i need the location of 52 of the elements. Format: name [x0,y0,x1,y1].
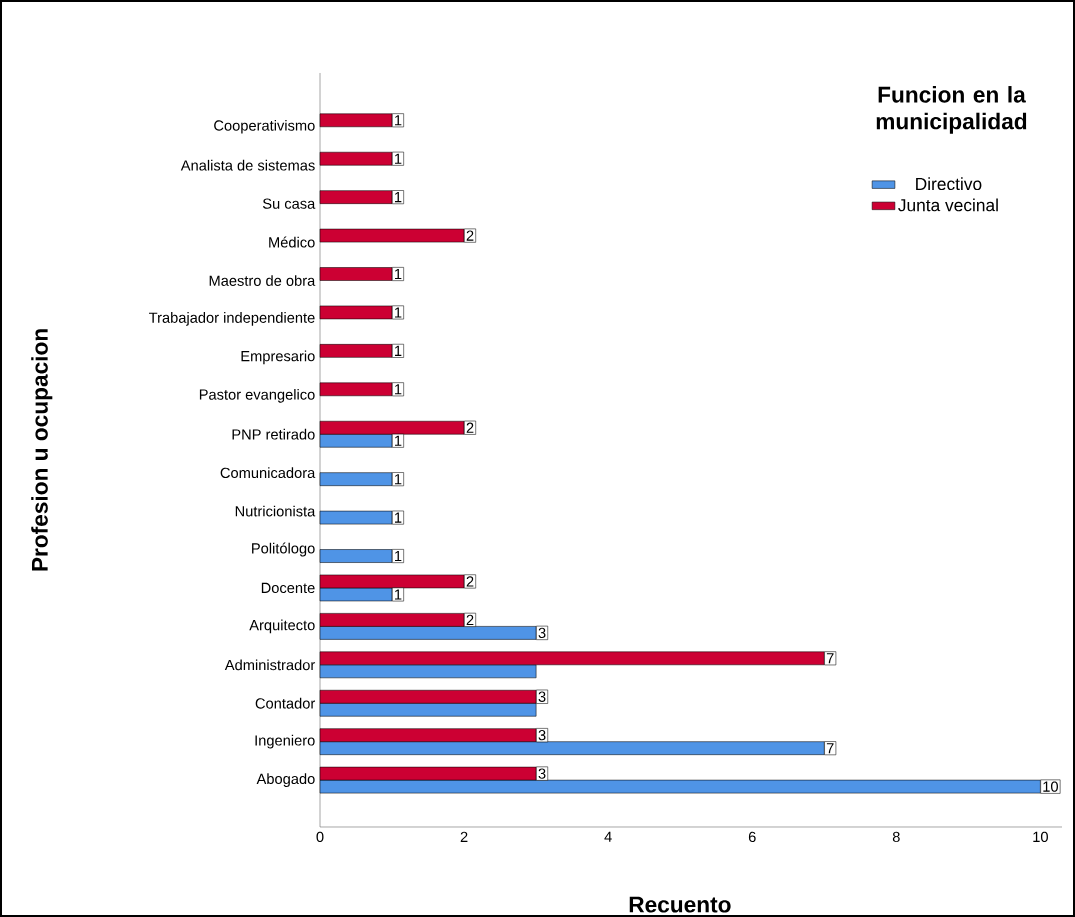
x-tick-label: 6 [748,831,756,843]
y-tick-label: Arquitecto [249,619,315,634]
x-tick-label: 10 [1033,831,1048,843]
data-label: 2 [466,230,474,241]
y-tick-label: Ingeniero [255,734,315,749]
data-label: 1 [395,474,402,485]
y-tick-label: Su casa [262,198,316,209]
x-axis-title: Recuento [629,896,731,913]
data-label: 7 [826,653,834,664]
data-label: 2 [466,422,474,433]
data-label: 1 [395,384,402,395]
y-tick-label: Trabajador independiente [149,312,315,326]
data-label: 1 [395,551,402,562]
legend-label: Directivo [916,177,982,191]
y-tick-label: PNP retirado [232,428,315,440]
data-label: 2 [466,614,474,625]
data-label: 3 [538,729,546,741]
y-tick-label: Abogado [256,773,315,787]
y-tick-label: Comunicadora [220,467,316,479]
legend-label: Junta vecinal [898,198,998,212]
data-label: 1 [395,115,402,126]
data-label: 3 [538,627,546,639]
y-tick-label: Docente [261,582,315,594]
data-label: 1 [395,153,402,164]
data-label: 10 [1043,781,1058,792]
y-tick-label: Nutricionista [235,505,316,517]
y-tick-label: Pastor evangelico [199,388,315,403]
y-tick-label: Cooperativismo [214,119,315,134]
y-tick-label: Analista de sistemas [180,159,315,171]
x-tick-label: 2 [460,831,468,842]
legend-title: Funcion en la municipalidad [876,86,1027,134]
data-label: 1 [395,589,402,600]
data-label: 1 [395,268,402,280]
x-tick-label: 8 [892,831,900,843]
data-label: 2 [466,576,474,587]
y-tick-label: Politólogo [252,542,315,557]
data-label: 1 [395,435,402,446]
y-tick-label: Contador [255,697,316,709]
x-tick-label: 4 [604,831,612,842]
y-tick-label: Maestro de obra [209,275,316,286]
data-label: 3 [538,691,546,702]
y-tick-label: Administrador [224,659,316,671]
y-axis-title: Profesion u ocupacion [31,329,53,571]
data-label: 3 [538,768,546,779]
data-label: 1 [395,307,402,318]
y-tick-label: Médico [269,236,315,248]
data-label: 1 [395,192,402,203]
data-label: 1 [395,512,402,523]
x-tick-label: 0 [316,831,324,843]
data-label: 1 [395,345,402,356]
y-tick-label: Empresario [241,350,315,365]
data-label: 7 [826,743,834,754]
